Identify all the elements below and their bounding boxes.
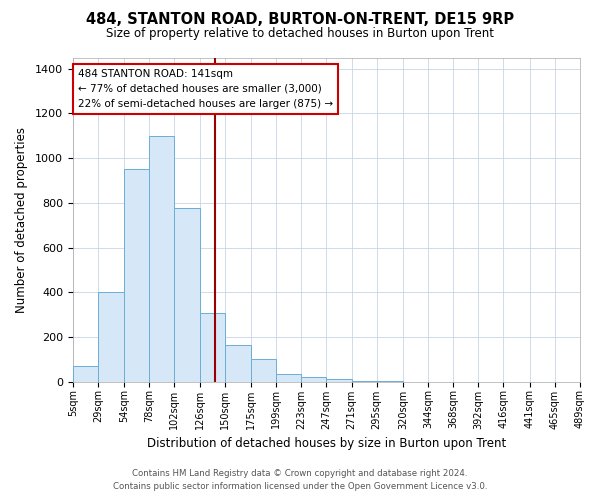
Bar (301, 377, 326, 382)
Bar (352, 380, 377, 382)
Bar (124, 170, 149, 382)
Bar (98, 292, 124, 382)
Bar (200, 314, 225, 382)
Text: Size of property relative to detached houses in Burton upon Trent: Size of property relative to detached ho… (106, 28, 494, 40)
Y-axis label: Number of detached properties: Number of detached properties (15, 126, 28, 312)
Bar (149, 136, 175, 382)
Bar (175, 208, 200, 382)
X-axis label: Distribution of detached houses by size in Burton upon Trent: Distribution of detached houses by size … (147, 437, 506, 450)
Text: 484, STANTON ROAD, BURTON-ON-TRENT, DE15 9RP: 484, STANTON ROAD, BURTON-ON-TRENT, DE15… (86, 12, 514, 28)
Text: 484 STANTON ROAD: 141sqm
← 77% of detached houses are smaller (3,000)
22% of sem: 484 STANTON ROAD: 141sqm ← 77% of detach… (78, 69, 333, 108)
Bar (326, 380, 352, 382)
Bar (251, 360, 276, 382)
Bar (377, 381, 403, 382)
Bar (73, 366, 98, 382)
Bar (225, 345, 251, 382)
Text: Contains HM Land Registry data © Crown copyright and database right 2024.
Contai: Contains HM Land Registry data © Crown c… (113, 469, 487, 491)
Bar (276, 374, 301, 382)
